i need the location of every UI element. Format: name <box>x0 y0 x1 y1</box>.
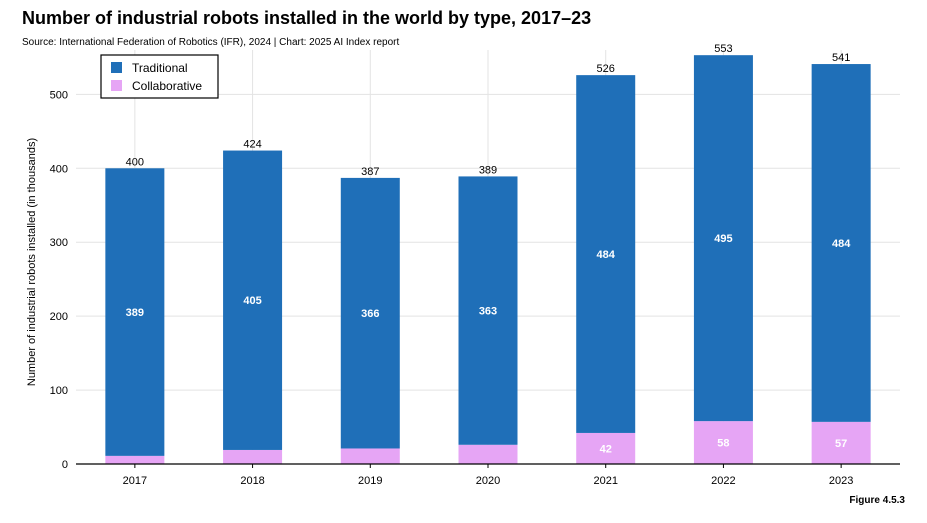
x-tick-label: 2019 <box>358 475 382 487</box>
data-labels: 389 400 405 424 366 387 363 389 484 42 526 495 58 553… <box>126 43 852 455</box>
legend-label-traditional: Traditional <box>132 61 188 75</box>
legend-swatch-traditional <box>111 62 122 73</box>
bar-collaborative-2017 <box>105 455 165 464</box>
data-label-total: 400 <box>126 156 144 168</box>
legend-label-collaborative: Collaborative <box>132 79 202 93</box>
data-label-total: 389 <box>479 164 497 176</box>
y-tick-label: 200 <box>50 311 68 323</box>
data-label-collaborative: 57 <box>835 438 847 450</box>
figure-label: Figure 4.5.3 <box>849 495 905 506</box>
data-label-total: 424 <box>243 139 261 151</box>
data-label-collaborative: 58 <box>717 438 729 450</box>
bars <box>105 55 871 464</box>
bar-collaborative-2020 <box>458 444 518 464</box>
bar-traditional-2021 <box>576 75 636 433</box>
bar-collaborative-2018 <box>223 449 283 464</box>
data-label-traditional: 366 <box>361 308 379 320</box>
chart-subtitle: Source: International Federation of Robo… <box>22 37 400 48</box>
data-label-collaborative: 42 <box>600 443 612 455</box>
data-label-traditional: 389 <box>126 307 144 319</box>
data-label-total: 541 <box>832 52 850 64</box>
bar-traditional-2020 <box>458 176 518 445</box>
bar-traditional-2018 <box>223 150 283 450</box>
x-tick-label: 2017 <box>123 475 147 487</box>
bar-traditional-2017 <box>105 168 165 456</box>
x-tick-label: 2021 <box>593 475 617 487</box>
data-label-traditional: 405 <box>243 295 261 307</box>
x-tick-label: 2020 <box>476 475 500 487</box>
bar-traditional-2022 <box>693 55 753 422</box>
y-tick-label: 100 <box>50 385 68 397</box>
data-label-total: 553 <box>714 43 732 55</box>
y-tick-label: 0 <box>62 459 68 471</box>
y-axis-label: Number of industrial robots installed (i… <box>26 138 38 386</box>
data-label-traditional: 484 <box>597 249 616 261</box>
bar-collaborative-2021 <box>576 432 636 464</box>
x-tick-label: 2023 <box>829 475 853 487</box>
data-label-traditional: 484 <box>832 238 851 250</box>
data-label-traditional: 363 <box>479 306 497 318</box>
data-label-traditional: 495 <box>714 233 732 245</box>
y-tick-label: 500 <box>50 89 68 101</box>
bar-collaborative-2019 <box>340 448 400 464</box>
bar-collaborative-2022 <box>693 421 753 464</box>
bar-traditional-2019 <box>340 177 400 449</box>
x-tick-label: 2018 <box>240 475 264 487</box>
legend-swatch-collaborative <box>111 80 122 91</box>
y-tick-label: 400 <box>50 163 68 175</box>
x-axis: 2017 2018 2019 2020 2021 2022 2023 <box>76 463 900 487</box>
bar-traditional-2023 <box>811 64 871 422</box>
chart-title: Number of industrial robots installed in… <box>22 8 592 28</box>
x-tick-label: 2022 <box>711 475 735 487</box>
bar-collaborative-2023 <box>811 421 871 464</box>
data-label-total: 387 <box>361 166 379 178</box>
legend: Traditional Collaborative <box>100 54 219 99</box>
y-axis: 0 100 200 300 400 500 <box>50 89 68 471</box>
data-label-total: 526 <box>597 63 615 75</box>
y-tick-label: 300 <box>50 237 68 249</box>
